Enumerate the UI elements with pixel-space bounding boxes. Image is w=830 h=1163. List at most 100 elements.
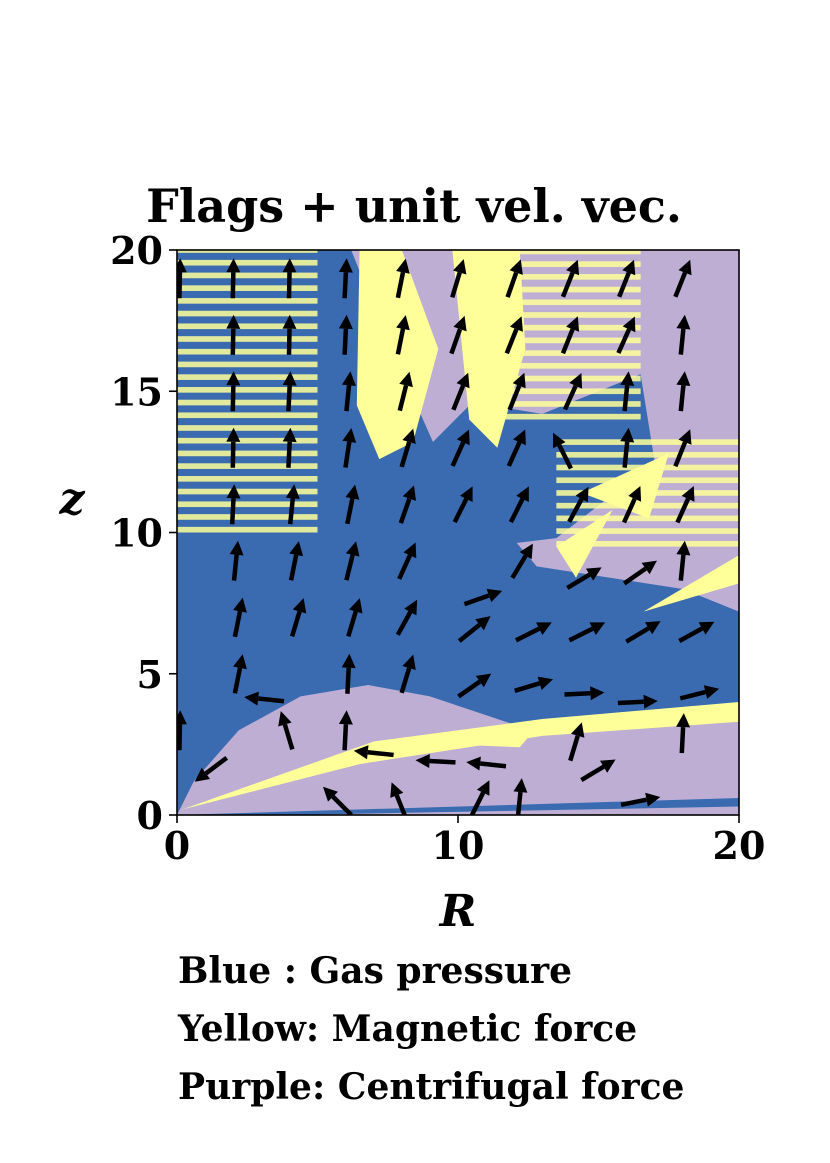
flag-stripe	[472, 274, 641, 280]
velocity-arrow	[463, 588, 503, 607]
velocity-arrow	[510, 543, 533, 580]
velocity-arrow	[452, 486, 473, 524]
flag-stripe	[556, 451, 739, 458]
velocity-arrow	[679, 685, 720, 701]
velocity-arrow	[580, 759, 616, 783]
legend-centrifugal-force: Purple: Centrifugal force	[178, 1066, 685, 1108]
flag-stripe	[177, 399, 318, 406]
flag-stripe	[472, 337, 641, 344]
flag-stripe	[472, 363, 641, 369]
x-tick-label: 0	[164, 823, 190, 868]
flag-stripe	[472, 261, 641, 267]
flag-stripe	[177, 348, 318, 355]
velocity-arrow	[457, 673, 492, 699]
flag-stripe	[472, 375, 641, 382]
flag-region-magnetic-force	[182, 702, 739, 810]
striped-flag-region	[177, 250, 318, 533]
flag-stripe	[177, 259, 318, 266]
flag-stripe	[472, 401, 641, 407]
velocity-arrow	[398, 485, 416, 524]
velocity-arrow	[232, 597, 247, 638]
flag-stripe	[177, 285, 318, 291]
velocity-arrow	[567, 486, 589, 523]
flag-stripe	[556, 502, 739, 509]
flag-stripe	[177, 361, 318, 368]
y-tick-label: 15	[110, 369, 163, 414]
velocity-arrow	[617, 694, 658, 709]
velocity-arrow	[507, 372, 526, 411]
y-tick-label: 10	[110, 511, 163, 556]
velocity-arrow	[449, 315, 467, 355]
velocity-arrow	[620, 427, 635, 468]
legend-magnetic-force: Yellow: Magnetic force	[178, 1008, 638, 1050]
flag-stripe	[472, 286, 641, 293]
velocity-arrow	[177, 258, 187, 299]
velocity-arrow	[344, 541, 360, 581]
flag-map	[177, 250, 739, 815]
velocity-arrow	[395, 315, 410, 355]
velocity-arrow	[278, 711, 295, 751]
flag-stripe	[177, 323, 318, 330]
y-tick-label: 0	[137, 793, 163, 838]
velocity-arrow	[560, 259, 580, 298]
velocity-arrow	[229, 540, 244, 581]
velocity-arrow	[514, 622, 552, 643]
velocity-arrow	[282, 258, 297, 299]
velocity-arrow	[232, 654, 247, 694]
flag-stripe	[177, 437, 318, 444]
velocity-arrow	[282, 314, 297, 355]
velocity-arrow	[564, 686, 605, 701]
velocity-arrow	[675, 486, 695, 524]
y-axis-label: z	[59, 474, 86, 525]
velocity-arrow	[345, 484, 360, 525]
velocity-arrow	[560, 316, 580, 355]
velocity-arrow	[282, 427, 297, 468]
flag-stripe	[472, 350, 641, 356]
flag-stripe	[177, 514, 318, 520]
y-tick-label: 5	[137, 652, 163, 697]
velocity-arrow	[676, 713, 691, 754]
velocity-arrow	[505, 259, 523, 298]
velocity-arrow	[673, 429, 692, 468]
velocity-arrow	[466, 756, 507, 771]
velocity-arrow	[415, 754, 456, 768]
flag-stripe	[556, 439, 739, 445]
velocity-arrow	[504, 316, 523, 355]
velocity-arrow	[338, 258, 353, 299]
velocity-arrow	[353, 745, 394, 760]
flag-stripe	[472, 324, 641, 331]
velocity-arrow	[289, 598, 307, 638]
velocity-arrow	[514, 676, 553, 693]
velocity-arrow	[342, 428, 357, 468]
flag-stripe	[472, 413, 641, 420]
flag-stripe	[177, 476, 318, 482]
flag-stripe	[177, 450, 318, 457]
velocity-arrow	[678, 621, 715, 643]
flag-stripe	[177, 387, 318, 393]
velocity-arrow	[285, 484, 300, 525]
flag-stripe	[177, 298, 318, 304]
velocity-arrow	[395, 258, 410, 299]
flag-stripe	[556, 490, 739, 496]
flag-stripe	[472, 250, 641, 255]
velocity-arrow	[457, 616, 491, 643]
flag-stripe	[556, 464, 739, 471]
velocity-arrow	[194, 755, 229, 782]
y-tick-label: 20	[110, 228, 163, 273]
velocity-arrow	[341, 653, 356, 694]
velocity-arrow	[568, 622, 606, 643]
flag-stripe	[472, 299, 641, 306]
velocity-arrow	[616, 316, 636, 354]
velocity-arrow	[620, 792, 661, 808]
velocity-arrow	[553, 432, 573, 470]
velocity-arrow	[562, 373, 583, 411]
velocity-arrow	[622, 560, 657, 586]
velocity-arrow	[469, 780, 490, 815]
flag-region-magnetic-force	[643, 555, 739, 612]
flag-stripe	[556, 528, 739, 534]
x-tick-label: 20	[713, 823, 766, 868]
x-axis-label: R	[438, 886, 477, 937]
flag-stripe	[472, 388, 641, 395]
velocity-arrow	[226, 427, 241, 468]
